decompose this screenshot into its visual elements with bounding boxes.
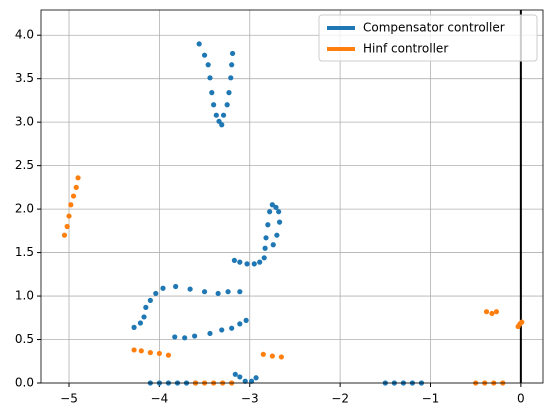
point — [160, 285, 166, 291]
point — [156, 350, 162, 357]
point — [68, 202, 74, 208]
point — [237, 289, 243, 295]
point — [182, 335, 188, 341]
point — [213, 112, 219, 118]
x-tick-label: −5 — [60, 392, 78, 406]
plot-frame — [40, 9, 544, 384]
point — [229, 325, 235, 331]
y-tick-label: 3.5 — [15, 71, 34, 85]
point — [219, 327, 225, 333]
point — [209, 89, 215, 96]
point — [270, 242, 276, 248]
point — [267, 209, 273, 215]
point — [260, 351, 266, 357]
point — [196, 41, 202, 47]
point — [278, 354, 284, 360]
point — [131, 324, 137, 330]
point — [70, 193, 77, 199]
point — [232, 371, 238, 377]
point — [237, 259, 243, 265]
point — [219, 122, 225, 128]
point — [141, 314, 147, 320]
point — [243, 317, 249, 323]
y-tick-label: 4.0 — [15, 28, 34, 42]
point — [274, 232, 280, 238]
y-tick-label: 0.5 — [15, 332, 34, 346]
point — [251, 261, 257, 267]
point — [261, 255, 267, 261]
point — [229, 50, 236, 57]
point — [220, 112, 227, 118]
point — [226, 89, 232, 96]
point — [131, 347, 137, 353]
y-tick-label: 0.0 — [15, 376, 34, 390]
point — [173, 283, 179, 290]
point — [207, 330, 213, 337]
point — [224, 102, 230, 108]
legend-label: Compensator controller — [363, 21, 505, 35]
x-tick-label: −2 — [331, 392, 349, 406]
legend-box — [318, 14, 538, 62]
point — [489, 310, 495, 317]
point — [147, 349, 153, 356]
point — [138, 348, 144, 354]
point — [273, 204, 279, 210]
x-tick-label: −1 — [422, 392, 440, 406]
point — [231, 257, 237, 264]
point — [244, 261, 250, 267]
point — [66, 213, 72, 219]
point — [228, 75, 234, 81]
point — [253, 375, 259, 381]
point — [201, 289, 208, 295]
y-tick-label: 3.0 — [15, 115, 34, 129]
x-tick-label: 0 — [517, 392, 525, 406]
point — [225, 289, 231, 295]
point — [215, 290, 221, 297]
point — [257, 259, 263, 265]
point — [483, 309, 490, 315]
y-tick-label: 2.5 — [15, 158, 34, 172]
point — [242, 378, 248, 384]
point — [153, 290, 159, 297]
point — [201, 52, 208, 58]
y-tick-label: 1.0 — [15, 289, 34, 303]
point — [263, 235, 269, 241]
point — [172, 334, 178, 340]
point — [269, 202, 275, 208]
point — [165, 352, 172, 358]
point — [248, 378, 255, 384]
point — [276, 219, 283, 225]
point — [143, 304, 149, 310]
point — [137, 320, 144, 326]
legend-label: Hinf controller — [363, 42, 448, 56]
point — [64, 223, 70, 230]
point — [276, 209, 282, 215]
point — [237, 374, 243, 380]
point — [519, 319, 525, 325]
point — [61, 232, 68, 238]
point — [211, 102, 217, 108]
x-tick-label: −3 — [241, 392, 259, 406]
point — [269, 353, 275, 359]
point — [187, 286, 193, 292]
point — [229, 62, 235, 68]
x-tick-label: −4 — [151, 392, 169, 406]
y-tick-label: 2.0 — [15, 202, 34, 216]
point — [262, 245, 268, 251]
point — [75, 175, 81, 181]
point — [73, 184, 79, 190]
point — [192, 333, 198, 339]
point — [207, 75, 213, 81]
point — [265, 222, 271, 228]
point — [147, 297, 153, 304]
y-tick-label: 1.5 — [15, 245, 34, 259]
point — [237, 321, 243, 327]
point — [493, 309, 500, 315]
point — [205, 62, 211, 68]
